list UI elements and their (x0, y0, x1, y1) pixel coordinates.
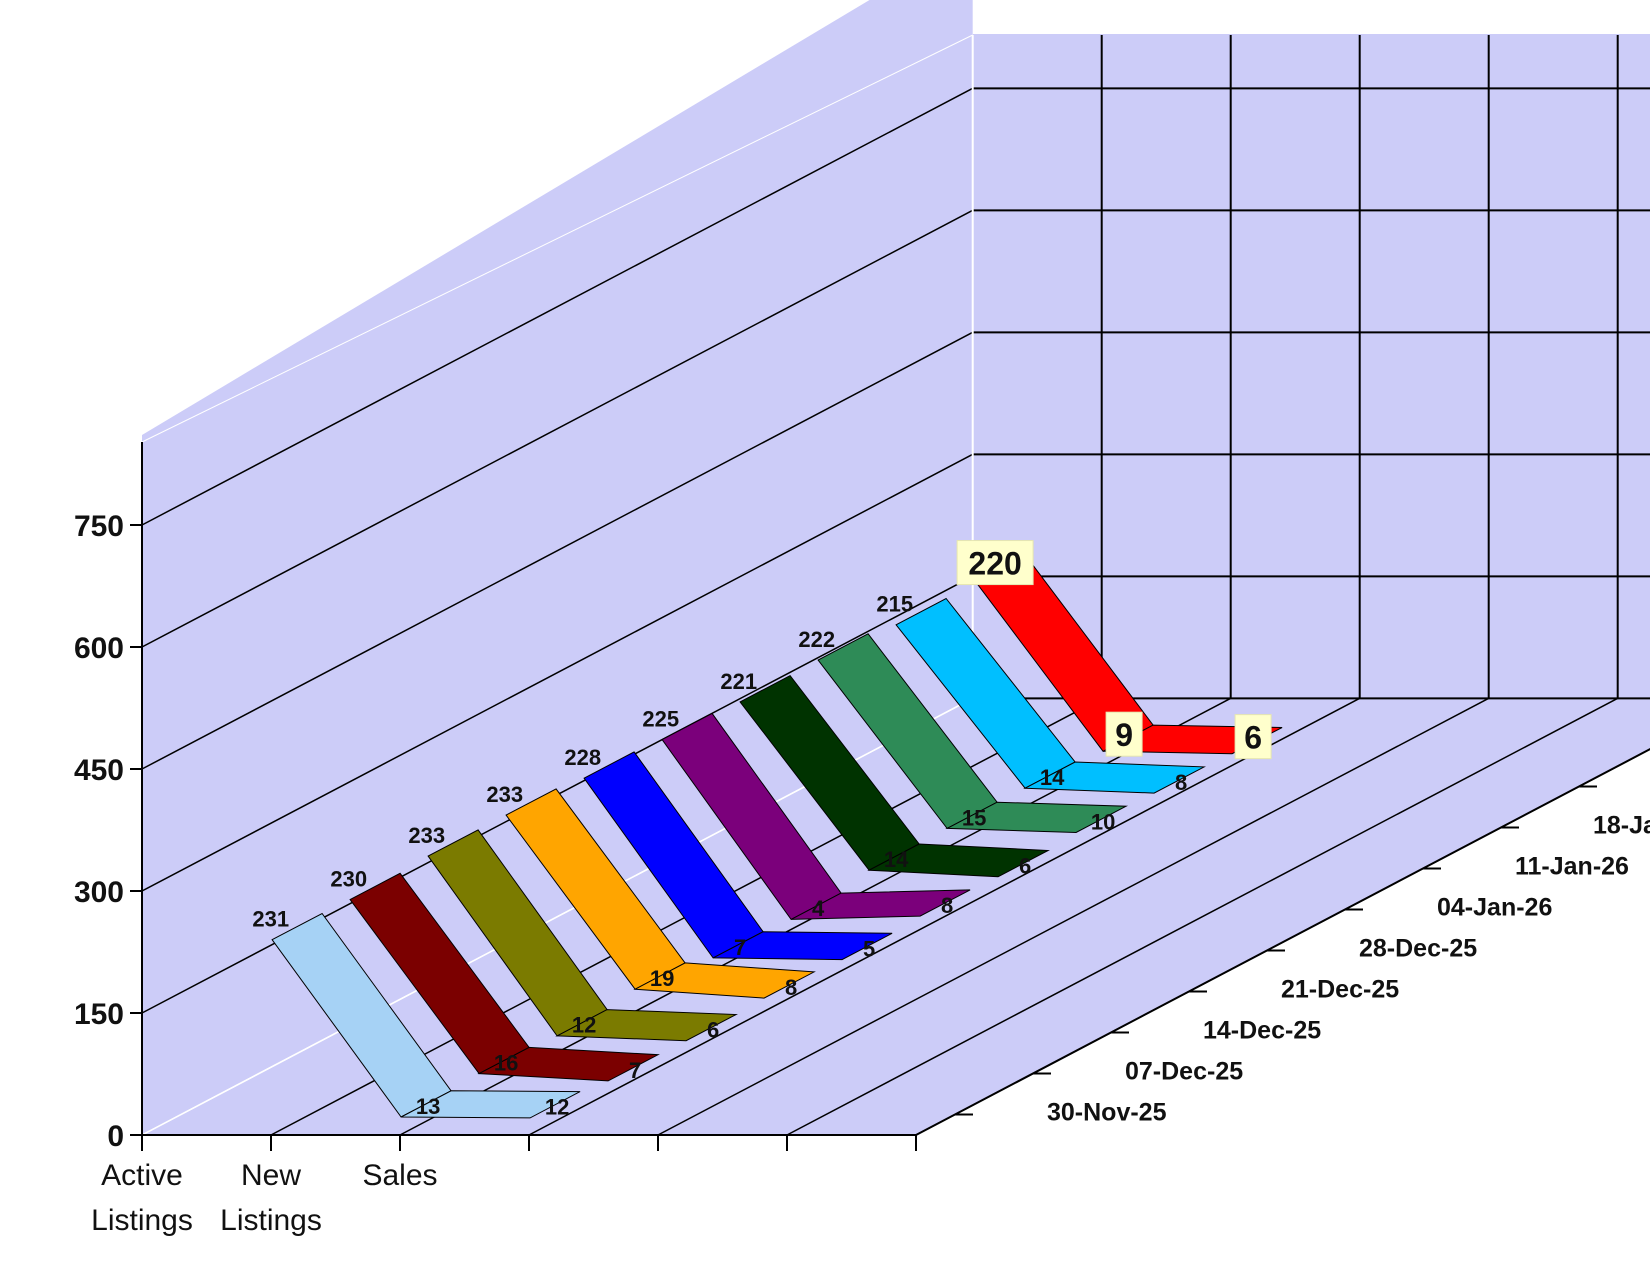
y-tick-label: 600 (74, 632, 124, 665)
chart-series (271, 552, 1283, 1119)
data-label: 215 (876, 592, 913, 617)
series-ribbon-04-Jan-26 (790, 889, 971, 920)
side-gridline (141, 87, 974, 526)
data-label: 220 (968, 546, 1021, 582)
series-ribbon-18-Jan-26 (945, 801, 1129, 834)
data-label: 9 (1115, 717, 1133, 753)
data-label: 231 (252, 907, 289, 932)
x-category-label: New (241, 1159, 301, 1192)
y-tick-label: 750 (74, 510, 124, 543)
data-label: 6 (1019, 854, 1031, 879)
y-tick-label: 300 (74, 876, 124, 909)
x-category-label: Listings (220, 1204, 322, 1237)
data-label: 16 (494, 1050, 518, 1075)
y-tick-label: 450 (74, 754, 124, 787)
depth-axis-label: 11-Jan-26 (1515, 853, 1629, 881)
depth-axis-label: 21-Dec-25 (1281, 976, 1399, 1004)
data-label-box (1105, 711, 1143, 757)
back-wall (972, 35, 1650, 699)
data-label: 8 (941, 893, 953, 918)
series-ribbon-14-Dec-25 (555, 1009, 738, 1042)
chart-walls (142, 0, 1650, 1135)
data-label-box (1234, 714, 1272, 760)
depth-axis-label: 30-Nov-25 (1047, 1099, 1167, 1127)
data-label: 8 (1175, 770, 1187, 795)
data-label: 222 (798, 627, 835, 652)
series-ribbon-11-Jan-26 (867, 843, 1050, 878)
side-wall-edge (141, 34, 973, 443)
data-label: 7 (629, 1058, 641, 1083)
data-label: 6 (707, 1018, 719, 1043)
data-label: 5 (863, 936, 875, 961)
data-label: 233 (408, 823, 445, 848)
data-label: 233 (486, 782, 523, 807)
series-ribbon-28-Dec-25 (712, 931, 893, 961)
data-label: 225 (642, 707, 679, 732)
floor-depth-line (528, 697, 1361, 1136)
side-gridline (141, 209, 974, 648)
x-category-label: Active (101, 1159, 183, 1192)
data-label: 15 (962, 805, 986, 830)
data-label: 4 (812, 896, 825, 921)
data-label: 7 (734, 935, 746, 960)
data-label: 12 (545, 1095, 569, 1120)
depth-axis-line (915, 748, 1650, 1136)
data-label: 230 (330, 866, 367, 891)
data-label: 14 (884, 847, 909, 872)
series-ribbon-30-Nov-25 (400, 1090, 581, 1119)
x-category-label: Sales (362, 1159, 437, 1192)
depth-axis-label: 28-Dec-25 (1359, 935, 1477, 963)
floor-depth-line (657, 697, 1490, 1136)
depth-axis-label: 07-Dec-25 (1125, 1058, 1243, 1086)
depth-axis-label: 18-Jan-26 (1593, 812, 1650, 840)
data-label: 13 (416, 1094, 440, 1119)
data-label-box (956, 540, 1034, 586)
data-label: 12 (572, 1013, 596, 1038)
series-ribbon-07-Dec-25 (477, 1046, 660, 1082)
data-label: 19 (650, 966, 674, 991)
side-gridline (141, 453, 974, 892)
floor-depth-line (786, 697, 1619, 1136)
side-wall-upper (142, 35, 973, 1135)
data-label: 228 (564, 745, 601, 770)
data-label: 10 (1091, 809, 1115, 834)
data-label: 6 (1244, 720, 1262, 756)
chart-axes: 0 150 300 450 600 750 Active Listings New Listing… (74, 442, 1650, 1237)
depth-axis-label: 14-Dec-25 (1203, 1017, 1321, 1045)
chart-data-labels: 220 9 6 215 14 8 222 15 10 221 14 6 225 4 8 228 7 5 233 19 8… (252, 540, 1272, 1120)
y-tick-label: 0 (107, 1120, 124, 1153)
data-label: 221 (720, 669, 757, 694)
depth-axis-label: 04-Jan-26 (1437, 894, 1552, 922)
y-tick-label: 150 (74, 998, 124, 1031)
data-label: 14 (1040, 765, 1065, 790)
x-category-label: Listings (91, 1204, 193, 1237)
side-gridline (141, 331, 974, 770)
series-ribbon-25-Jan-26 (1023, 761, 1206, 794)
series-ribbon-21-Dec-25 (633, 962, 816, 999)
data-label: 8 (785, 975, 797, 1000)
